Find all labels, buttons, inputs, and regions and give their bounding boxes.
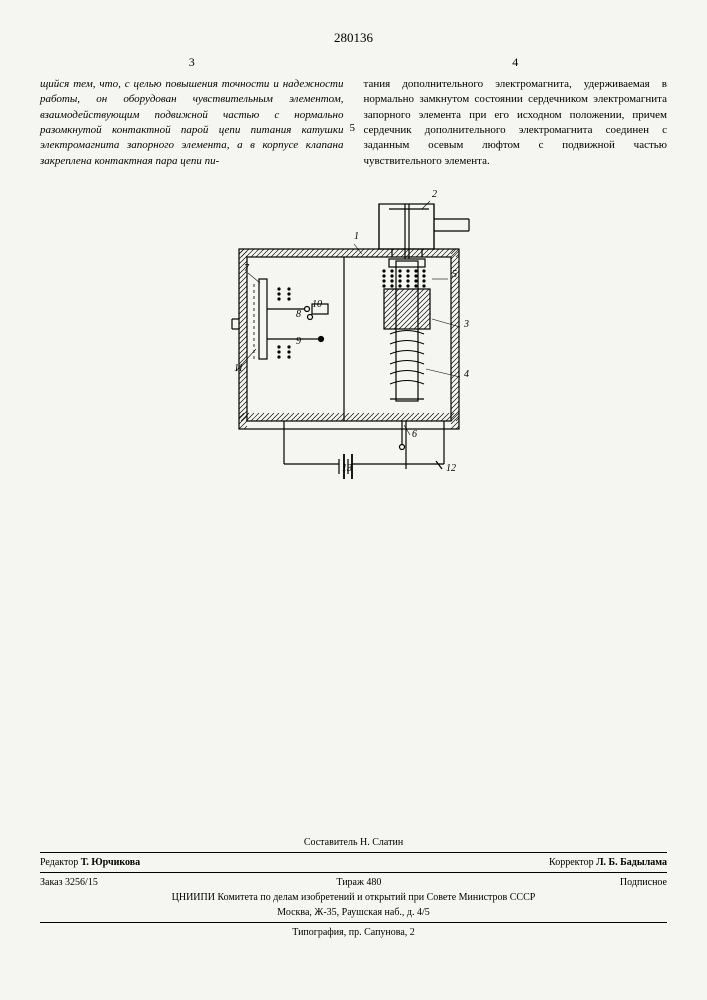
svg-text:11: 11 (234, 363, 243, 374)
footer-tirage: Тираж 480 (336, 877, 381, 888)
svg-text:9: 9 (296, 336, 301, 347)
footer-order-row: Заказ 3256/15 Тираж 480 Подписное (40, 875, 667, 890)
page-root: 280136 3 щийся тем, что, с целью повышен… (0, 0, 707, 1000)
left-col-text: щийся тем, что, с целью повышения точнос… (40, 77, 344, 169)
paragraph-marker: 5 (350, 121, 356, 136)
footer-org: ЦНИИПИ Комитета по делам изобретений и о… (40, 890, 667, 905)
footer-address: Москва, Ж-35, Раушская наб., д. 4/5 (40, 905, 667, 920)
text-columns: 3 щийся тем, что, с целью повышения точн… (40, 54, 667, 169)
footer-order: Заказ 3256/15 (40, 877, 98, 888)
svg-text:13: 13 (342, 463, 352, 474)
svg-text:1: 1 (354, 231, 359, 242)
footer-corrector: Корректор Л. Б. Бадылама (549, 857, 667, 868)
svg-text:10: 10 (312, 299, 322, 310)
technical-diagram: 12345678910111213 (184, 189, 524, 509)
footer-rule-3 (40, 922, 667, 923)
footer-compiler: Составитель Н. Слатин (40, 835, 667, 850)
footer-subscription: Подписное (620, 877, 667, 888)
footer-typography: Типография, пр. Сапунова, 2 (40, 925, 667, 940)
footer-rule-2 (40, 872, 667, 873)
svg-text:8: 8 (296, 309, 301, 320)
left-col-number: 3 (40, 54, 344, 71)
footer: Составитель Н. Слатин Редактор Т. Юрчико… (40, 835, 667, 940)
svg-text:5: 5 (452, 269, 457, 280)
footer-editor: Редактор Т. Юрчикова (40, 857, 140, 868)
svg-text:6: 6 (412, 429, 417, 440)
svg-text:3: 3 (463, 319, 469, 330)
right-col-number: 4 (364, 54, 668, 71)
right-text-body: тания дополнительного электромагнита, уд… (364, 78, 668, 167)
right-column: 4 5 тания дополнительного электромагнита… (364, 54, 668, 169)
figure-container: 12345678910111213 (40, 189, 667, 509)
document-number: 280136 (40, 30, 667, 46)
footer-rule-1 (40, 852, 667, 853)
svg-text:2: 2 (432, 189, 437, 200)
footer-editor-row: Редактор Т. Юрчикова Корректор Л. Б. Бад… (40, 855, 667, 870)
left-text-body: щийся тем, что, с целью повышения точнос… (40, 78, 344, 167)
svg-text:4: 4 (464, 369, 469, 380)
svg-text:7: 7 (244, 263, 250, 274)
svg-text:12: 12 (446, 463, 456, 474)
left-column: 3 щийся тем, что, с целью повышения точн… (40, 54, 344, 169)
right-col-text: 5 тания дополнительного электромагнита, … (364, 77, 668, 169)
